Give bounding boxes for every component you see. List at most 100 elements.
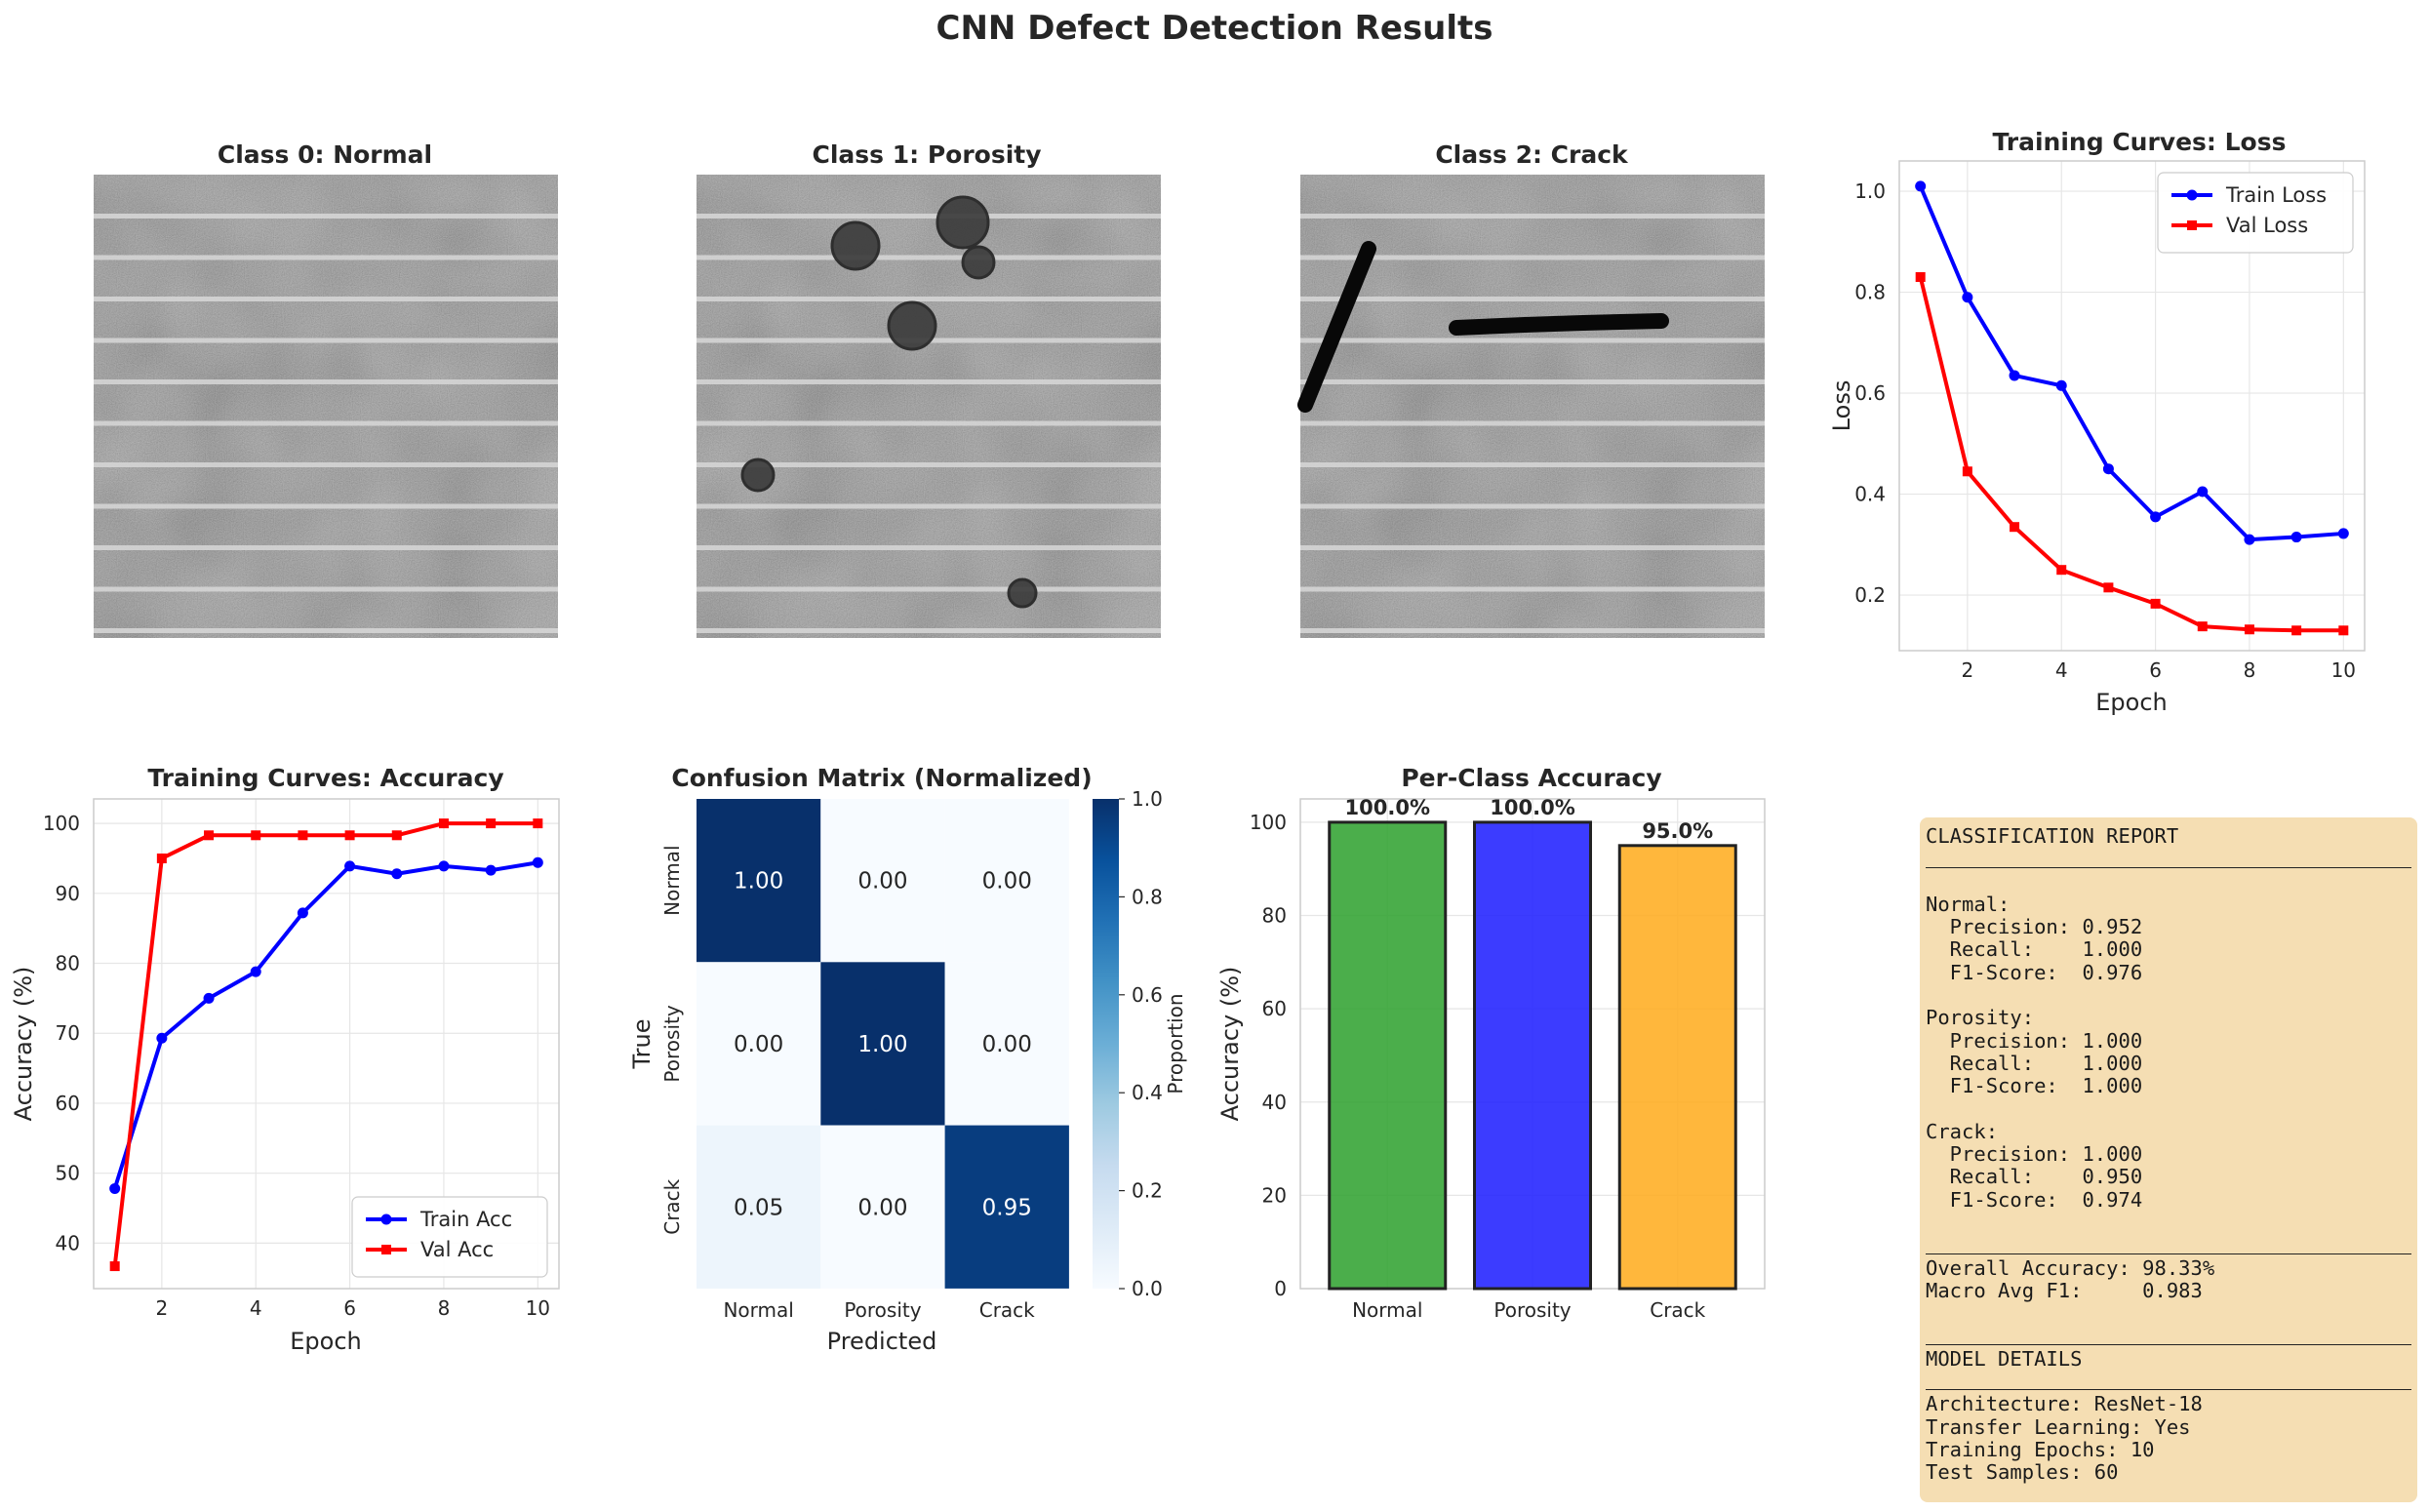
- cm-cell: [820, 799, 945, 963]
- cm-x-axis-label: Predicted: [827, 1328, 937, 1355]
- report-divider: [1926, 848, 2411, 870]
- scan-line: [1300, 214, 1765, 219]
- cm-y-tick-label: Porosity: [660, 1005, 684, 1082]
- confusion-matrix: Confusion Matrix (Normalized) 1.00 0.00 0.…: [628, 764, 1187, 1355]
- per-class-accuracy-chart: Per-Class Accuracy 100.0% 100.0% 95.0% 0 20…: [1216, 764, 1766, 1322]
- pore: [830, 220, 881, 271]
- loss-legend-marker: [2186, 189, 2198, 201]
- accuracy-legend-marker: [381, 1245, 391, 1254]
- loss-legend: [2157, 172, 2354, 254]
- cm-cell: [944, 962, 1069, 1126]
- pore: [961, 245, 996, 280]
- scan-line: [697, 420, 1161, 426]
- accuracy-x-tick-label: 4: [250, 1296, 262, 1320]
- scan-line: [1300, 628, 1765, 633]
- loss-y-tick-label: 0.6: [1854, 381, 1886, 405]
- crack-line: [1297, 241, 1376, 413]
- cm-y-tick-label: Normal: [660, 845, 684, 915]
- loss-series-line: [1918, 185, 2344, 542]
- report-line: [1926, 871, 2411, 894]
- report-line: Recall: 1.000: [1926, 1051, 2143, 1075]
- loss-point: [2337, 528, 2349, 539]
- report-line: Precision: 0.952: [1926, 915, 2143, 939]
- cm-cell-value: 1.00: [857, 1032, 907, 1057]
- bar-y-tick-label: 80: [1262, 904, 1287, 928]
- accuracy-x-tick-label: 6: [343, 1296, 356, 1320]
- colorbar-tick-label: 1.0: [1132, 787, 1163, 811]
- accuracy-point: [109, 1182, 121, 1194]
- cm-cell: [944, 799, 1069, 963]
- cm-x-tick-label: Crack: [979, 1298, 1035, 1322]
- loss-y-tick-label: 0.8: [1854, 281, 1886, 304]
- colorbar-tick-label: 0.2: [1132, 1179, 1163, 1203]
- accuracy-point: [109, 1261, 120, 1272]
- accuracy-point: [156, 853, 167, 863]
- scan-line: [94, 545, 558, 550]
- report-line: [1926, 984, 2411, 1007]
- accuracy-plot-frame: [93, 798, 560, 1290]
- accuracy-bar: [1328, 820, 1448, 1291]
- classification-report-box: CLASSIFICATION REPORT Normal: Precision: …: [1920, 817, 2417, 1502]
- scan-line: [697, 545, 1161, 550]
- colorbar-tick-label: 0.0: [1132, 1277, 1163, 1300]
- loss-x-tick-label: 2: [1961, 658, 1973, 682]
- report-line: CLASSIFICATION REPORT: [1926, 824, 2179, 848]
- scan-line: [697, 297, 1161, 301]
- loss-point: [2291, 625, 2302, 636]
- report-line: Porosity:: [1926, 1006, 2035, 1030]
- loss-point: [1962, 292, 1973, 303]
- bar-y-tick-label: 20: [1262, 1183, 1287, 1207]
- loss-point: [2197, 621, 2208, 632]
- report-line: F1-Score: 0.974: [1926, 1187, 2143, 1212]
- report-line: Architecture: ResNet-18: [1926, 1392, 2203, 1416]
- sample-porosity-panel: Class 1: Porosity: [697, 140, 1161, 638]
- crack-line: [1449, 313, 1669, 336]
- report-line: Precision: 1.000: [1926, 1028, 2143, 1053]
- bar-y-tick-label: 60: [1262, 997, 1287, 1020]
- accuracy-point: [486, 818, 497, 829]
- accuracy-series-line: [112, 821, 538, 1267]
- cm-y-tick-label: Crack: [660, 1178, 684, 1234]
- cm-cell-value: 0.05: [734, 1195, 783, 1220]
- loss-y-axis-label: Loss: [1828, 380, 1855, 432]
- loss-point: [2244, 624, 2254, 635]
- report-line: Training Epochs: 10: [1926, 1438, 2155, 1462]
- scan-line: [94, 297, 558, 301]
- loss-point: [2056, 565, 2067, 576]
- scan-line: [1300, 462, 1765, 467]
- sample-crack-image: [1297, 175, 1765, 638]
- bar-x-tick-label: Normal: [1352, 1298, 1422, 1322]
- accuracy-bar: [1617, 844, 1737, 1291]
- scan-line: [697, 628, 1161, 633]
- scan-line: [1300, 338, 1765, 343]
- colorbar: [1093, 799, 1119, 1289]
- cm-cell-value: 0.00: [982, 869, 1032, 895]
- scan-line: [94, 462, 558, 467]
- cm-cell: [820, 962, 945, 1126]
- accuracy-bar: [1473, 820, 1592, 1291]
- report-line: [1926, 1212, 2411, 1234]
- cm-cell-value: 0.00: [982, 1032, 1032, 1057]
- accuracy-x-tick-label: 2: [155, 1296, 168, 1320]
- scan-line: [94, 338, 558, 343]
- loss-point: [2290, 532, 2302, 543]
- bar-value-label: 95.0%: [1642, 819, 1713, 843]
- accuracy-y-tick-label: 60: [56, 1092, 80, 1115]
- loss-point: [2150, 511, 2162, 523]
- loss-point: [2338, 625, 2349, 636]
- confusion-matrix-title: Confusion Matrix (Normalized): [671, 764, 1092, 792]
- loss-legend-label: Val Loss: [2226, 214, 2308, 237]
- loss-point: [1962, 466, 1972, 477]
- accuracy-legend-marker: [380, 1214, 392, 1225]
- accuracy-series-line: [112, 860, 538, 1190]
- report-line: F1-Score: 0.976: [1926, 960, 2143, 984]
- accuracy-x-tick-label: 10: [526, 1296, 550, 1320]
- scan-line: [94, 255, 558, 260]
- accuracy-point: [391, 830, 402, 841]
- accuracy-point: [533, 818, 543, 829]
- accuracy-x-axis-label: Epoch: [290, 1328, 362, 1355]
- report-line: Recall: 1.000: [1926, 937, 2143, 962]
- loss-x-tick-label: 4: [2055, 658, 2068, 682]
- pore: [740, 458, 776, 493]
